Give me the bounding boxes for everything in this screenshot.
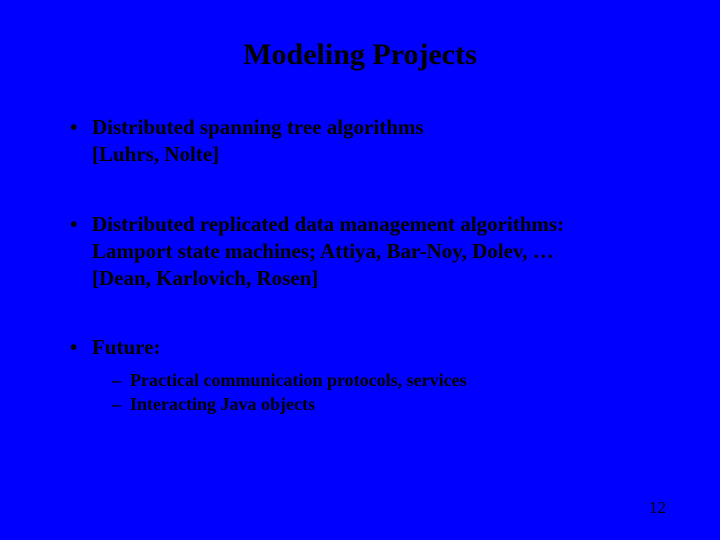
- bullet-line: Lamport state machines; Attiya, Bar-Noy,…: [92, 239, 554, 263]
- slide-title: Modeling Projects: [40, 38, 680, 72]
- bullet-item: Distributed spanning tree algorithms [Lu…: [70, 114, 680, 169]
- sub-bullet-item: Practical communication protocols, servi…: [112, 368, 680, 392]
- bullet-line: [Dean, Karlovich, Rosen]: [92, 266, 318, 290]
- bullet-item: Future: Practical communication protocol…: [70, 334, 680, 416]
- bullet-line: Future:: [92, 335, 160, 359]
- bullet-line: Distributed replicated data management a…: [92, 212, 564, 236]
- sub-bullet-list: Practical communication protocols, servi…: [92, 368, 680, 417]
- page-number: 12: [649, 498, 666, 518]
- bullet-line: [Luhrs, Nolte]: [92, 142, 219, 166]
- bullet-list: Distributed spanning tree algorithms [Lu…: [40, 114, 680, 416]
- bullet-item: Distributed replicated data management a…: [70, 211, 680, 293]
- slide: Modeling Projects Distributed spanning t…: [0, 0, 720, 540]
- bullet-line: Distributed spanning tree algorithms: [92, 115, 424, 139]
- sub-bullet-item: Interacting Java objects: [112, 392, 680, 416]
